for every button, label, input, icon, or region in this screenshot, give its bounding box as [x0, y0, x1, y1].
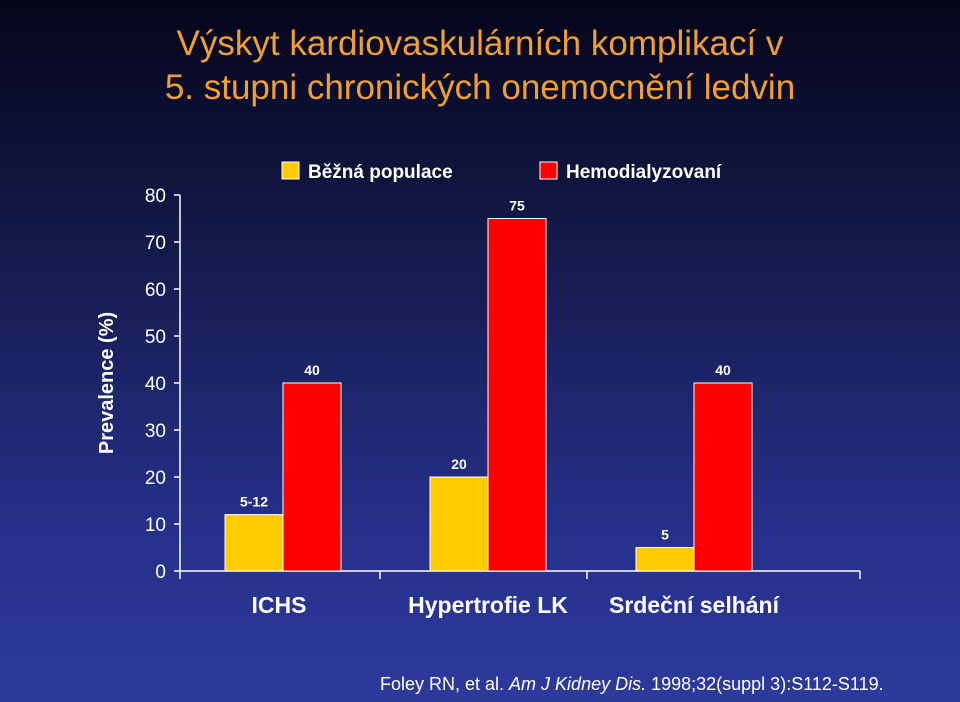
citation: Foley RN, et al. Am J Kidney Dis. 1998;3…	[380, 674, 884, 695]
y-tick-label: 70	[145, 233, 166, 254]
y-tick-label: 20	[145, 468, 166, 489]
legend-label: Hemodialyzovaní	[566, 162, 722, 183]
y-axis-title: Prevalence (%)	[96, 312, 118, 454]
title-line-1: Výskyt kardiovaskulárních komplikací v	[176, 24, 784, 63]
data-label: 5-12	[240, 494, 268, 510]
y-tick-label: 40	[145, 374, 166, 395]
title-line-2: 5. stupni chronických onemocnění ledvin	[164, 68, 796, 107]
x-category-label: ICHS	[252, 592, 307, 618]
citation-journal: Am J Kidney Dis.	[509, 674, 647, 694]
bar-hemodialyzovani	[282, 382, 342, 572]
legend-swatch	[281, 161, 300, 180]
bar-bezna-populace	[224, 514, 284, 572]
citation-details: 1998;32(suppl 3):S112-S119.	[646, 674, 884, 694]
citation-authors: Foley RN, et al.	[380, 674, 510, 694]
legend-label: Běžná populace	[308, 162, 453, 183]
y-tick-label: 10	[145, 515, 166, 536]
y-tick-label: 60	[145, 280, 166, 301]
y-tick-label: 30	[145, 421, 166, 442]
bar-bezna-populace	[429, 476, 489, 572]
bar-hemodialyzovani	[487, 218, 547, 572]
data-label: 20	[451, 456, 467, 472]
x-category-label: Srdeční selhání	[609, 592, 781, 618]
y-tick-label: 0	[155, 562, 166, 583]
y-tick-label: 80	[145, 186, 166, 207]
legend-swatch	[539, 161, 558, 180]
data-label: 75	[509, 198, 525, 214]
x-category-label: Hypertrofie LK	[408, 592, 568, 618]
y-tick-label: 50	[145, 327, 166, 348]
chart-title: Výskyt kardiovaskulárních komplikací v 5…	[0, 22, 960, 110]
data-label: 40	[304, 362, 320, 378]
bar-hemodialyzovani	[693, 382, 753, 572]
bar-bezna-populace	[635, 547, 695, 572]
data-label: 40	[715, 362, 731, 378]
data-label: 5	[661, 527, 669, 543]
